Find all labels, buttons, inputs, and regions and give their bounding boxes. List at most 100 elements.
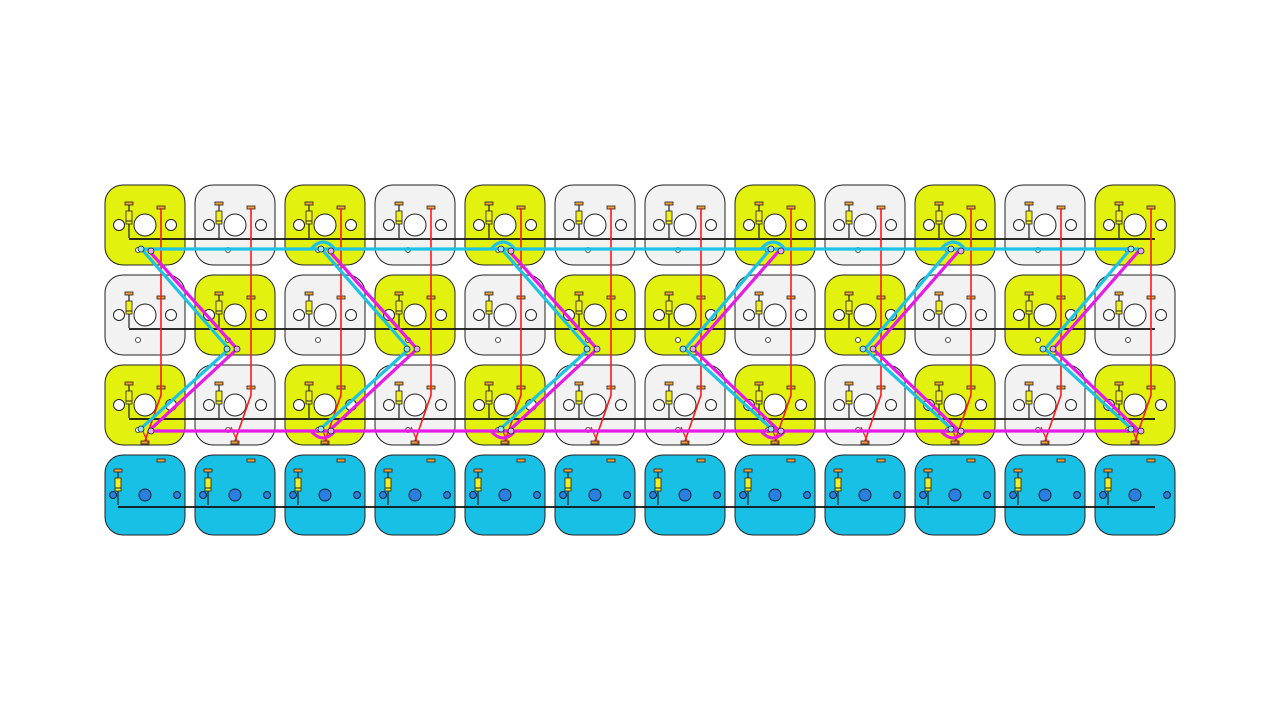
mount-hole-icon <box>795 219 807 231</box>
pad-icon <box>923 468 933 473</box>
mount-hole-icon <box>563 309 575 321</box>
mount-hole-icon <box>255 399 267 411</box>
pad-icon <box>246 458 256 463</box>
pad-icon <box>950 440 960 445</box>
switch-footprint-icon <box>228 488 242 502</box>
diode-icon <box>575 210 583 225</box>
diode-icon <box>485 300 493 315</box>
pad-icon <box>1114 291 1124 296</box>
switch-footprint-icon <box>408 488 422 502</box>
switch-footprint-icon <box>133 213 157 237</box>
column-wire <box>774 208 792 442</box>
mount-hole-icon <box>345 309 357 321</box>
pad-icon <box>664 381 674 386</box>
via-icon <box>315 337 321 343</box>
pad-icon <box>1130 440 1140 445</box>
mount-hole-icon <box>713 491 721 499</box>
key <box>1004 184 1086 266</box>
via-icon <box>137 425 145 433</box>
switch-footprint-icon <box>1123 303 1147 327</box>
key <box>284 364 366 446</box>
mount-hole-icon <box>293 309 305 321</box>
switch-footprint-icon <box>763 393 787 417</box>
via-icon <box>859 345 867 353</box>
pad-icon <box>833 468 843 473</box>
diode-icon <box>474 477 482 492</box>
mount-hole-icon <box>293 399 305 411</box>
via-icon <box>767 245 775 253</box>
diode-icon <box>485 390 493 405</box>
via-icon <box>403 345 411 353</box>
via-icon <box>855 337 861 343</box>
key <box>464 184 546 266</box>
key <box>914 184 996 266</box>
pad-icon <box>606 458 616 463</box>
via-icon <box>583 345 591 353</box>
switch-footprint-icon <box>403 393 427 417</box>
pad-icon <box>1114 381 1124 386</box>
switch-footprint-icon <box>318 488 332 502</box>
key <box>374 454 456 536</box>
pad-icon <box>304 201 314 206</box>
pad-icon <box>770 440 780 445</box>
via-icon <box>327 247 335 255</box>
diode-icon <box>125 390 133 405</box>
diode-icon <box>215 210 223 225</box>
switch-footprint-icon <box>583 213 607 237</box>
diode-icon <box>395 210 403 225</box>
mount-hole-icon <box>473 309 485 321</box>
mount-hole-icon <box>525 309 537 321</box>
pad-icon <box>124 381 134 386</box>
pad-icon <box>664 291 674 296</box>
pad-icon <box>484 381 494 386</box>
diode-icon <box>935 300 943 315</box>
key <box>194 184 276 266</box>
pad-icon <box>1024 201 1034 206</box>
via-icon <box>1039 345 1047 353</box>
switch-footprint-icon <box>498 488 512 502</box>
via-icon <box>1125 337 1131 343</box>
switch-footprint-icon <box>493 213 517 237</box>
mount-hole-icon <box>563 219 575 231</box>
cyan-bend <box>489 240 517 251</box>
mount-hole-icon <box>113 309 125 321</box>
pad-icon <box>966 458 976 463</box>
column-wire <box>864 208 882 442</box>
diode-icon <box>654 477 662 492</box>
diode-icon <box>935 390 943 405</box>
diode-icon <box>845 390 853 405</box>
pad-icon <box>680 440 690 445</box>
mount-hole-icon <box>435 219 447 231</box>
switch-footprint-icon <box>133 393 157 417</box>
mount-hole-icon <box>525 219 537 231</box>
via-icon <box>767 425 775 433</box>
key <box>104 184 186 266</box>
mount-hole-icon <box>833 219 845 231</box>
mount-hole-icon <box>1099 491 1107 499</box>
mount-hole-icon <box>833 309 845 321</box>
mount-hole-icon <box>885 399 897 411</box>
switch-footprint-icon <box>943 303 967 327</box>
pad-icon <box>844 381 854 386</box>
pad-icon <box>934 201 944 206</box>
mount-hole-icon <box>1155 309 1167 321</box>
pad-icon <box>394 201 404 206</box>
mount-hole-icon <box>653 399 665 411</box>
key <box>1004 364 1086 446</box>
mount-hole-icon <box>109 491 117 499</box>
key-plates <box>104 184 1176 536</box>
mount-hole-icon <box>1103 219 1115 231</box>
key <box>554 364 636 446</box>
cyan-bend <box>309 240 337 251</box>
key <box>734 364 816 446</box>
diode-icon <box>564 477 572 492</box>
key <box>554 454 636 536</box>
mount-hole-icon <box>1073 491 1081 499</box>
vias <box>137 245 1145 435</box>
pad-icon <box>1056 458 1066 463</box>
pad-icon <box>336 458 346 463</box>
mount-hole-icon <box>353 491 361 499</box>
switch-footprint-icon <box>858 488 872 502</box>
diode-icon <box>305 390 313 405</box>
pad-icon <box>876 458 886 463</box>
